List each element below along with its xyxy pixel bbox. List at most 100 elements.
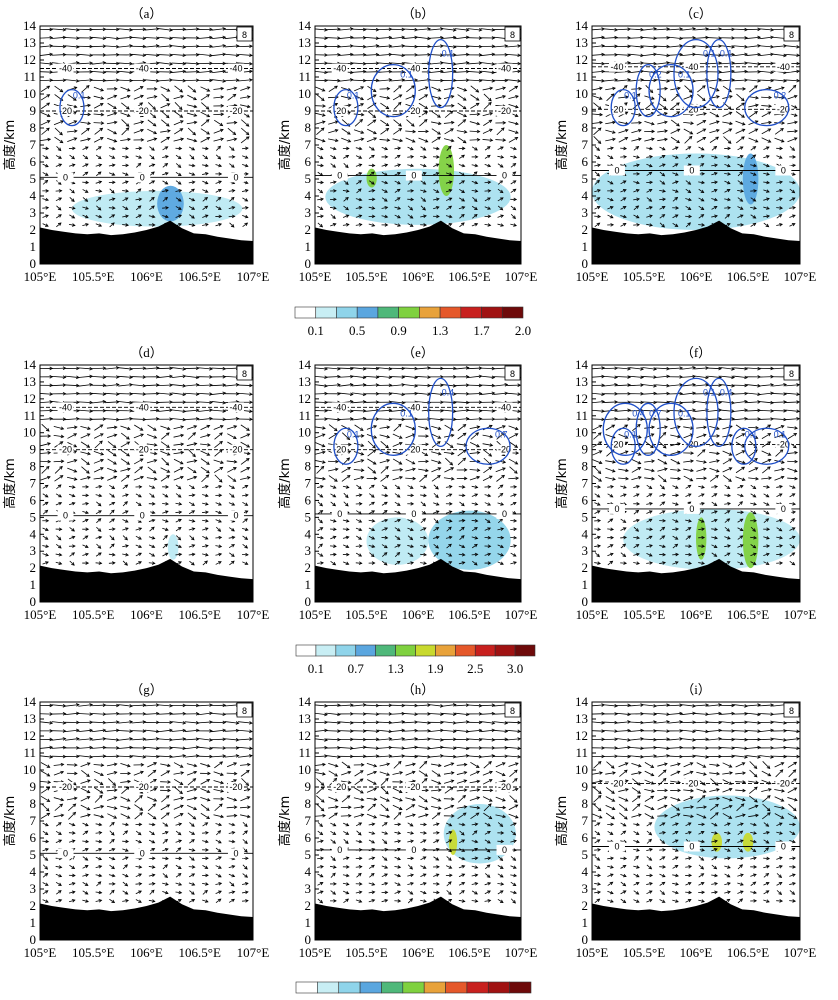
wind-arrow-head [180, 475, 184, 480]
wind-arrow-head [690, 459, 694, 463]
wind-arrow-head [371, 561, 376, 565]
wind-arrow-head [752, 552, 757, 557]
wind-arrow [594, 528, 601, 530]
wind-arrow [457, 432, 467, 440]
wind-arrow-head [635, 189, 640, 193]
wind-arrow [328, 424, 338, 432]
wind-arrow [343, 544, 349, 548]
wind-arrow-head [124, 562, 128, 566]
wind-arrow [772, 418, 787, 421]
wind-arrow-head [450, 476, 455, 481]
wind-arrow-head [514, 444, 519, 448]
wind-arrow [763, 215, 770, 218]
isotherm-label: -20 [333, 445, 346, 455]
wind-arrow [107, 449, 117, 457]
wind-arrow [763, 502, 770, 506]
wind-arrow-head [662, 544, 666, 549]
wind-arrow [341, 467, 351, 473]
wind-arrow [407, 552, 413, 557]
wind-arrow-head [386, 434, 391, 439]
wind-arrow-head [700, 206, 705, 211]
wind-arrow-head [474, 536, 479, 540]
wind-arrow-head [205, 544, 209, 548]
wind-arrow [211, 392, 226, 395]
wind-arrow [785, 70, 800, 74]
wind-arrow-head [358, 501, 363, 506]
wind-arrow-head [666, 36, 671, 40]
wind-arrow [616, 367, 631, 370]
wind-arrow-head [461, 146, 466, 151]
wind-arrow [68, 206, 75, 209]
wind-arrow-head [461, 510, 466, 514]
wind-arrow-head [372, 461, 377, 465]
wind-arrow-head [45, 214, 49, 218]
wind-arrow-head [126, 441, 131, 445]
wind-arrow-head [372, 94, 377, 98]
wind-arrow-head [450, 95, 455, 99]
wind-arrow-head [514, 426, 519, 431]
wind-arrow [133, 433, 144, 439]
wind-arrow-head [700, 163, 705, 167]
wind-arrow [685, 146, 691, 151]
wind-arrow-head [640, 400, 645, 405]
isotherm-label-bg [775, 104, 792, 115]
wind-arrow [82, 163, 89, 168]
y-tick-label: 6 [30, 492, 37, 507]
wind-arrow-head [625, 476, 630, 481]
wind-arrow [109, 222, 115, 228]
wind-arrow-head [59, 465, 63, 470]
wind-arrow-head [115, 382, 120, 387]
wind-arrow-head [178, 561, 182, 565]
wind-arrow [186, 121, 197, 125]
wind-arrow-head [726, 552, 731, 556]
wind-arrow [789, 544, 795, 549]
wind-arrow [471, 164, 478, 167]
wind-arrow-head [346, 436, 351, 441]
wind-arrow [107, 434, 117, 438]
wind-arrow-head [689, 131, 694, 135]
wind-arrow [147, 102, 156, 110]
wind-arrow-head [465, 28, 470, 32]
wind-arrow-head [474, 485, 479, 489]
wind-arrow-head [71, 155, 76, 160]
wind-arrow-head [796, 400, 800, 404]
wind-arrow [594, 206, 601, 210]
wind-arrow-head [220, 112, 225, 117]
wind-arrow-head [333, 189, 337, 193]
wind-arrow [118, 79, 133, 82]
wind-arrow-head [597, 127, 602, 131]
wind-arrow-head [193, 442, 198, 446]
wind-arrow-head [662, 561, 666, 565]
wind-arrow [40, 112, 51, 117]
wind-arrow-head [423, 493, 427, 498]
wind-arrow-head [679, 383, 683, 387]
wind-arrow-head [713, 560, 718, 565]
wind-arrow-head [661, 535, 666, 539]
wind-arrow [341, 475, 351, 482]
wind-arrow [91, 367, 106, 370]
wind-arrow-head [397, 544, 401, 548]
wind-arrow-head [207, 443, 211, 447]
wind-arrow [789, 503, 796, 505]
wind-arrow-head [437, 121, 442, 126]
wind-arrow-head [125, 180, 129, 184]
wind-arrow [201, 474, 209, 483]
wind-arrow [315, 28, 328, 31]
panel-plot-area: -40 -40 -40-20 -20 -200 0 00.10.10.1 [315, 27, 521, 264]
wind-arrow-head [765, 189, 770, 193]
wind-arrow [135, 561, 142, 565]
wind-arrow-head [178, 552, 183, 557]
wind-arrow-head [383, 552, 388, 556]
wind-arrow [672, 197, 678, 202]
wind-arrow-head [687, 146, 692, 150]
wind-arrow [737, 197, 743, 202]
wind-arrow [616, 376, 631, 378]
wind-arrow [211, 367, 226, 370]
wind-arrow [655, 367, 670, 370]
wind-arrow-head [73, 111, 77, 115]
isotherm-label: 0 [614, 166, 619, 176]
wind-arrow [107, 102, 117, 109]
wind-arrow-head [424, 452, 429, 456]
wind-arrow-head [151, 180, 156, 184]
wind-arrow [56, 535, 62, 541]
